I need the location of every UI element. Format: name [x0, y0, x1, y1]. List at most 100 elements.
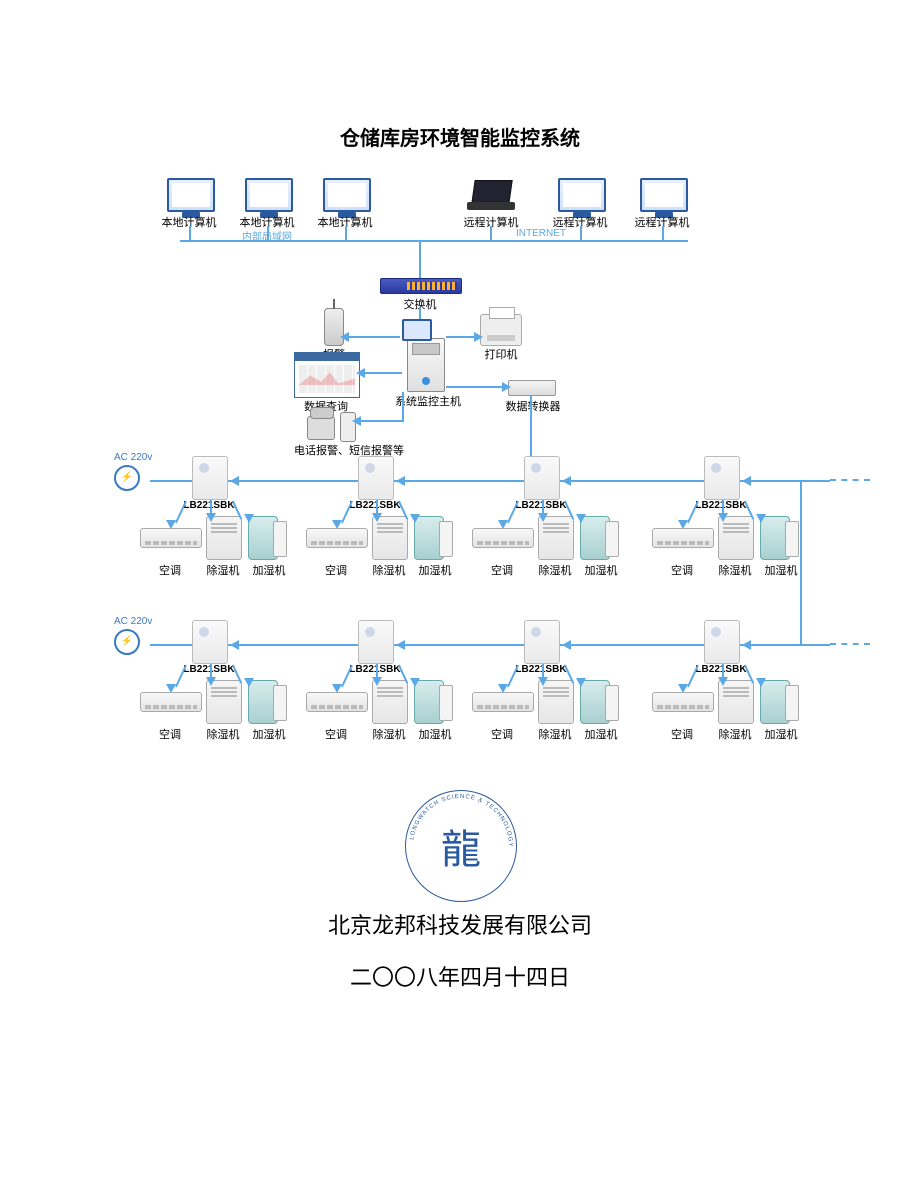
logo-ring-text-icon: LONGWATCH SCIENCE & TECHNOLOGY [406, 791, 516, 901]
arrow-icon [756, 514, 766, 523]
dehum-label: 除湿机 [712, 562, 758, 578]
ac-label: 空调 [150, 562, 190, 578]
dehumidifier-icon [718, 516, 754, 560]
humid-label: 加湿机 [412, 726, 458, 742]
arrow-icon [718, 513, 728, 522]
arrow-icon [562, 640, 571, 650]
controller-icon [192, 620, 228, 664]
dehum-label: 除湿机 [712, 726, 758, 742]
humid-label: 加湿机 [246, 726, 292, 742]
dehumidifier-icon [718, 680, 754, 724]
local-pc-3-icon [323, 178, 371, 212]
drop-line [580, 226, 582, 240]
arrow-icon [498, 684, 508, 693]
ac-icon [306, 528, 368, 548]
arrow-icon [352, 416, 361, 426]
local-pc-1-icon [167, 178, 215, 212]
arrow-icon [410, 678, 420, 687]
top-bus-line [180, 240, 688, 242]
host-to-printer-line [446, 336, 476, 338]
ac-label: 空调 [662, 562, 702, 578]
ac-label: 空调 [316, 562, 356, 578]
arrow-icon [742, 640, 751, 650]
local-pc-2-icon [245, 178, 293, 212]
printer-label: 打印机 [476, 346, 526, 362]
humid-label: 加湿机 [758, 562, 804, 578]
company-name: 北京龙邦科技发展有限公司 [0, 908, 920, 940]
arrow-icon [396, 640, 405, 650]
ac-icon [652, 692, 714, 712]
remote-laptop-icon [467, 180, 515, 210]
arrow-icon [474, 332, 483, 342]
arrow-icon [372, 513, 382, 522]
arrow-icon [166, 684, 176, 693]
host-to-query-line [362, 372, 402, 374]
ac-icon [472, 692, 534, 712]
arrow-icon [742, 476, 751, 486]
bolt-icon: ⚡ [114, 629, 140, 655]
ac-icon [306, 692, 368, 712]
ac220-badge: AC 220v ⚡ [114, 616, 152, 655]
arrow-icon [562, 476, 571, 486]
controller-icon [358, 620, 394, 664]
controller-icon [524, 620, 560, 664]
arrow-icon [206, 677, 216, 686]
host-to-phone-line-v [402, 392, 404, 422]
phones-label: 电话报警、短信报警等 [284, 442, 414, 458]
controller-icon [704, 456, 740, 500]
row2-bus-dash [830, 643, 870, 645]
arrow-icon [576, 514, 586, 523]
query-window-icon [294, 352, 360, 398]
host-to-conv-line [446, 386, 504, 388]
remote-pc-1-icon [558, 178, 606, 212]
dehumidifier-icon [538, 680, 574, 724]
bus-to-switch-line [419, 240, 421, 278]
arrow-icon [678, 520, 688, 529]
arrow-icon [396, 476, 405, 486]
logo-ring-text: LONGWATCH SCIENCE & TECHNOLOGY [409, 794, 513, 848]
arrow-icon [332, 520, 342, 529]
ac-label: 空调 [150, 726, 190, 742]
dehum-label: 除湿机 [366, 726, 412, 742]
printer-icon [480, 314, 522, 346]
arrow-icon [372, 677, 382, 686]
arrow-icon [678, 684, 688, 693]
arrow-icon [166, 520, 176, 529]
ac220-label: AC 220v [114, 616, 152, 627]
dehum-label: 除湿机 [532, 726, 578, 742]
host-icon [407, 338, 445, 392]
controller-icon [524, 456, 560, 500]
row1-bus-dash [830, 479, 870, 481]
dehum-label: 除湿机 [200, 726, 246, 742]
arrow-icon [340, 332, 349, 342]
humid-label: 加湿机 [758, 726, 804, 742]
conv-down-line [530, 396, 532, 456]
arrow-icon [502, 382, 511, 392]
drop-line [490, 226, 492, 240]
host-to-phone-line [358, 420, 402, 422]
dehumidifier-icon [372, 680, 408, 724]
arrow-icon [538, 513, 548, 522]
arrow-icon [244, 678, 254, 687]
controller-icon [704, 620, 740, 664]
ac-label: 空调 [482, 562, 522, 578]
page-title: 仓储库房环境智能监控系统 [0, 122, 920, 151]
ac220-badge: AC 220v ⚡ [114, 452, 152, 491]
arrow-icon [332, 684, 342, 693]
ac-icon [472, 528, 534, 548]
controller-icon [358, 456, 394, 500]
arrow-icon [230, 476, 239, 486]
ac-label: 空调 [662, 726, 702, 742]
phone-icon [307, 416, 335, 440]
svg-text:LONGWATCH SCIENCE & TECHNOLOGY: LONGWATCH SCIENCE & TECHNOLOGY [409, 794, 513, 848]
controller-icon [192, 456, 228, 500]
humid-label: 加湿机 [578, 562, 624, 578]
arrow-icon [356, 368, 365, 378]
arrow-icon [410, 514, 420, 523]
converter-label: 数据转换器 [498, 398, 568, 414]
bolt-icon: ⚡ [114, 465, 140, 491]
ac-icon [652, 528, 714, 548]
ac-label: 空调 [482, 726, 522, 742]
ac-icon [140, 528, 202, 548]
arrow-icon [230, 640, 239, 650]
